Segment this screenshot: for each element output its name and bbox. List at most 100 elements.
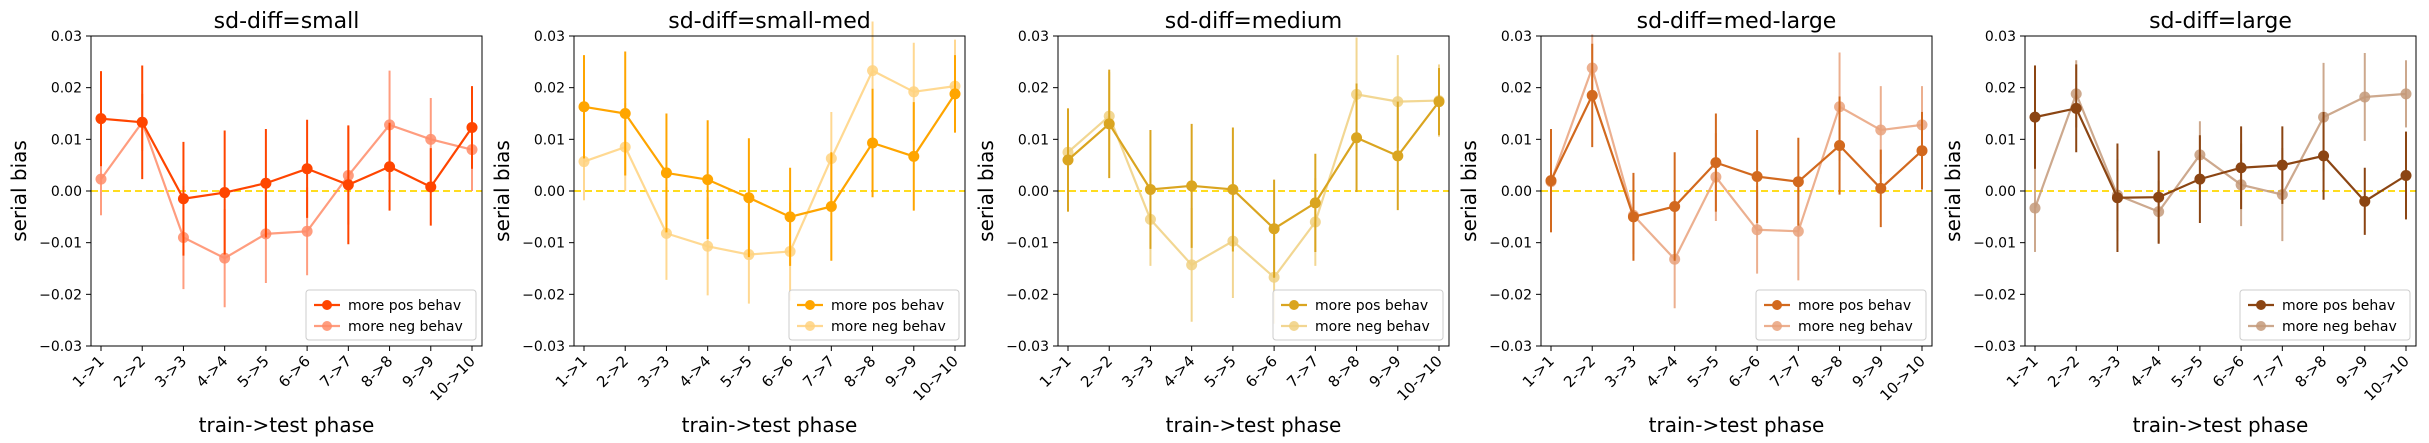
x-tick-label: 5->5 bbox=[1201, 352, 1240, 391]
y-tick-label: −0.03 bbox=[522, 339, 565, 355]
data-point bbox=[1062, 154, 1074, 166]
data-point bbox=[342, 179, 354, 191]
data-point bbox=[1351, 132, 1363, 144]
data-point bbox=[384, 161, 396, 173]
data-point bbox=[1227, 183, 1239, 195]
x-tick-label: 7->7 bbox=[2250, 352, 2289, 391]
data-point bbox=[619, 108, 631, 119]
data-point bbox=[260, 177, 272, 189]
y-tick-label: 0.02 bbox=[1501, 81, 1532, 97]
chart-title: sd-diff=large bbox=[2149, 9, 2292, 34]
x-tick-label: 8->8 bbox=[1807, 352, 1846, 391]
legend-swatch-marker bbox=[1772, 300, 1782, 310]
series-more-neg-behav bbox=[1062, 37, 1445, 324]
x-tick-label: 4->4 bbox=[193, 352, 232, 391]
x-tick-label: 6->6 bbox=[2209, 352, 2248, 391]
data-point bbox=[1627, 211, 1639, 223]
y-tick-label: 0.03 bbox=[51, 29, 82, 45]
data-point bbox=[95, 113, 107, 125]
data-point bbox=[2029, 202, 2041, 214]
x-tick-label: 6->6 bbox=[1725, 352, 1764, 391]
legend-label: more pos behav bbox=[348, 298, 461, 314]
y-tick-label: 0.00 bbox=[534, 184, 565, 200]
data-point bbox=[867, 137, 879, 149]
chart-panel-4: sd-diff=med-large 0.03 0.02 0.01 0.00 −0.01 −0… bbox=[1457, 9, 1933, 437]
x-tick-label: 5->5 bbox=[2168, 352, 2207, 391]
x-tick-label: 3->3 bbox=[151, 352, 190, 391]
x-tick-label: 8->8 bbox=[840, 352, 879, 391]
x-tick-label: 1->1 bbox=[1036, 352, 1075, 391]
data-point bbox=[2153, 191, 2165, 203]
chart-panel-3: sd-diff=medium 0.03 0.02 0.01 0.00 −0.01 −0.02… bbox=[974, 9, 1450, 437]
data-point bbox=[1186, 259, 1198, 271]
y-tick-label: 0.00 bbox=[1018, 184, 1049, 200]
series-line bbox=[1067, 100, 1440, 231]
legend: more pos behav more neg behav bbox=[1272, 289, 1444, 341]
x-tick-label: 2->2 bbox=[2044, 352, 2083, 391]
y-tick-label: −0.01 bbox=[522, 236, 565, 252]
x-tick-label: 4->4 bbox=[1160, 352, 1199, 391]
y-tick-label: −0.02 bbox=[522, 287, 565, 303]
data-point bbox=[177, 193, 189, 205]
y-axis-label: serial bias bbox=[490, 140, 514, 242]
x-tick-label: 8->8 bbox=[1324, 352, 1363, 391]
x-tick-label: 4->4 bbox=[1643, 352, 1682, 391]
legend-label: more neg behav bbox=[2282, 319, 2397, 335]
data-point bbox=[908, 86, 920, 98]
x-tick-label: 6->6 bbox=[1242, 352, 1281, 391]
legend-swatch-marker bbox=[1289, 300, 1299, 310]
chart-title: sd-diff=small-med bbox=[668, 9, 871, 34]
x-tick-label: 4->4 bbox=[2127, 352, 2166, 391]
data-point bbox=[2400, 88, 2412, 100]
legend-label: more neg behav bbox=[348, 319, 463, 335]
y-tick-label: −0.03 bbox=[39, 339, 82, 355]
x-tick-label: 3->3 bbox=[1118, 352, 1157, 391]
x-tick-label: 2->2 bbox=[1077, 352, 1116, 391]
legend-label: more neg behav bbox=[1315, 319, 1430, 335]
legend-box bbox=[1272, 289, 1444, 341]
y-tick-label: 0.01 bbox=[51, 132, 82, 148]
legend-swatch-marker bbox=[805, 321, 815, 331]
x-tick-label: 2->2 bbox=[110, 352, 149, 391]
y-tick-label: −0.01 bbox=[1973, 236, 2016, 252]
legend-label: more pos behav bbox=[1315, 298, 1428, 314]
y-tick-label: 0.01 bbox=[534, 132, 565, 148]
x-tick-label: 8->8 bbox=[2291, 352, 2330, 391]
chart-panel-5: sd-diff=large 0.03 0.02 0.01 0.00 −0.01 −0.02 −… bbox=[1941, 9, 2417, 437]
data-point bbox=[466, 121, 478, 133]
x-tick-label: 5->5 bbox=[1684, 352, 1723, 391]
legend: more pos behav more neg behav bbox=[1755, 289, 1927, 341]
plot-frame bbox=[2024, 35, 2417, 347]
data-point bbox=[2029, 111, 2041, 123]
y-tick-label: 0.01 bbox=[1501, 132, 1532, 148]
legend-label: more neg behav bbox=[1798, 319, 1913, 335]
data-point bbox=[1669, 201, 1681, 212]
legend-swatch-marker bbox=[1289, 321, 1299, 331]
x-tick-label: 4->4 bbox=[676, 352, 715, 391]
x-axis-label: train->test phase bbox=[1166, 413, 1342, 437]
series-more-pos-behav bbox=[578, 51, 961, 266]
data-point bbox=[2194, 173, 2206, 185]
y-tick-label: 0.00 bbox=[51, 184, 82, 200]
data-point bbox=[136, 116, 148, 128]
data-point bbox=[1875, 124, 1887, 136]
data-point bbox=[908, 150, 920, 162]
legend: more pos behav more neg behav bbox=[305, 289, 477, 341]
x-tick-label: 7->7 bbox=[799, 352, 838, 391]
data-point bbox=[219, 252, 231, 264]
y-tick-label: −0.02 bbox=[39, 287, 82, 303]
x-tick-label: 1->1 bbox=[2003, 352, 2042, 391]
data-point bbox=[1392, 150, 1404, 162]
data-point bbox=[1144, 183, 1156, 195]
legend-swatch-marker bbox=[2256, 300, 2266, 310]
data-point bbox=[1186, 180, 1198, 192]
legend-swatch-marker bbox=[2256, 321, 2266, 331]
plot-frame bbox=[90, 35, 483, 347]
data-point bbox=[1103, 118, 1115, 130]
data-point bbox=[1875, 182, 1887, 194]
y-tick-label: −0.02 bbox=[1489, 287, 1532, 303]
series-line bbox=[2033, 90, 2407, 214]
chart-panel-2: sd-diff=small-med 0.03 0.02 0.01 0.00 −0.01 −0… bbox=[490, 9, 966, 437]
y-tick-label: 0.02 bbox=[534, 81, 565, 97]
